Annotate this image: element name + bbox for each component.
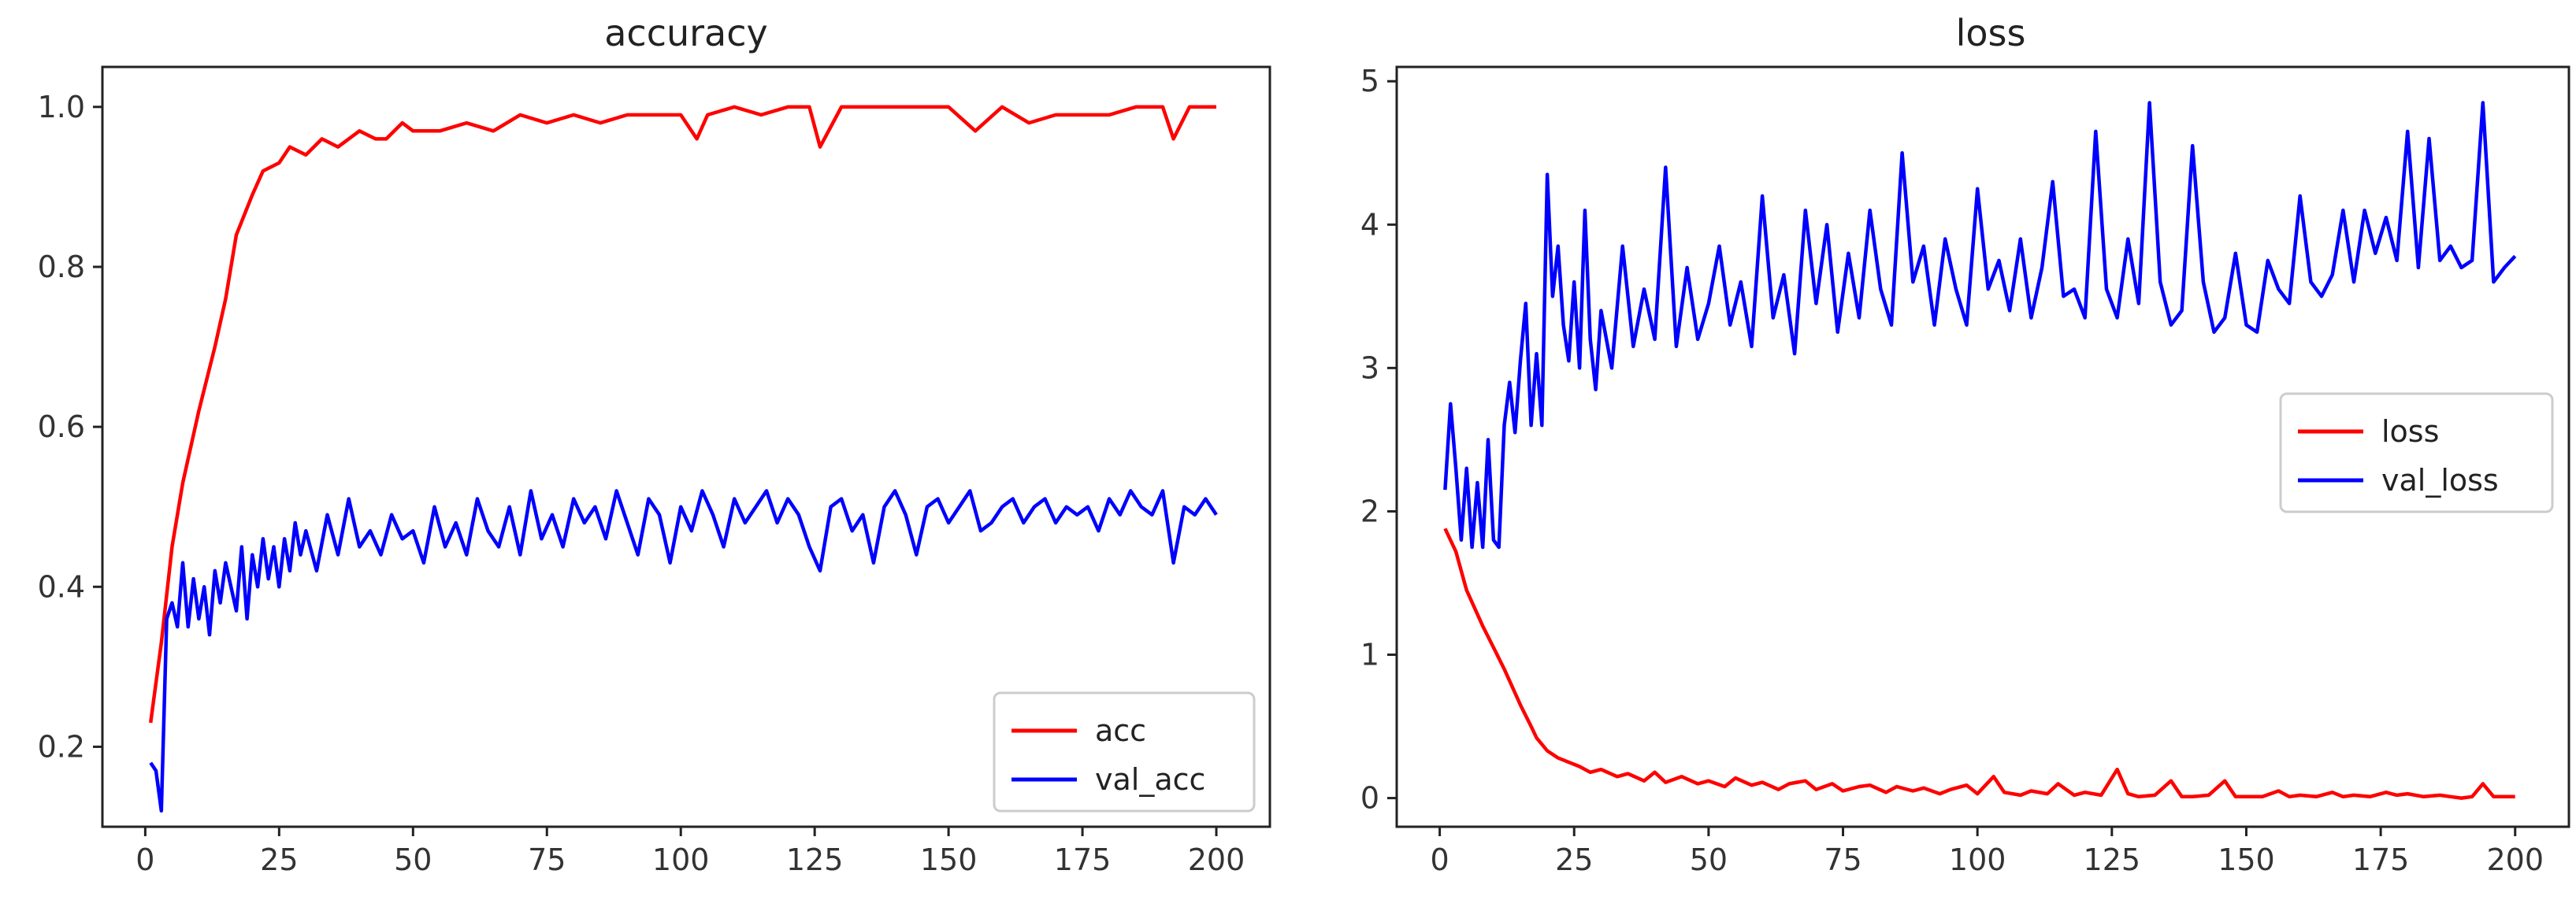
x-tick-label: 0	[1431, 842, 1449, 877]
y-tick-label: 4	[1360, 207, 1379, 242]
y-tick-label: 3	[1360, 350, 1379, 385]
x-tick-label: 75	[1824, 842, 1861, 877]
series-line-loss	[1443, 528, 2515, 800]
y-tick-label: 0	[1360, 781, 1379, 816]
series-group	[1443, 101, 2517, 800]
x-tick-label: 200	[2486, 842, 2544, 877]
x-tick-label: 100	[1949, 842, 2006, 877]
x-tick-label: 25	[260, 842, 298, 877]
y-axis-ticks: 0 1 2 3 4 5	[1360, 64, 1397, 816]
x-tick-label: 0	[135, 842, 154, 877]
x-tick-label: 175	[2352, 842, 2410, 877]
x-tick-label: 100	[652, 842, 710, 877]
accuracy-chart: accuracy 0 25 50 75 100 125 150 175 200 0.20.40.…	[38, 12, 1271, 877]
x-tick-label: 150	[920, 842, 978, 877]
x-tick-label: 50	[394, 842, 432, 877]
legend: acc val_acc	[993, 691, 1256, 813]
y-tick-label: 2	[1360, 494, 1379, 528]
series-line-val-acc	[149, 489, 1218, 813]
series-line-val-loss	[1443, 101, 2517, 550]
legend-label: val_acc	[1095, 762, 1205, 797]
legend-label: val_loss	[2381, 463, 2499, 498]
x-tick-label: 75	[528, 842, 566, 877]
x-tick-label: 125	[786, 842, 844, 877]
x-tick-label: 150	[2218, 842, 2275, 877]
y-tick-label: 1	[1360, 638, 1379, 672]
chart-title: loss	[1956, 12, 2026, 54]
y-axis-ticks: 0.2 0.4 0.6 0.8 1.0	[38, 90, 102, 764]
y-tick-label: 5	[1360, 64, 1379, 98]
series-group	[148, 105, 1218, 813]
y-tick-label: 0.6	[38, 409, 85, 444]
y-tick-label: 0.2	[38, 729, 85, 764]
chart-title: accuracy	[604, 12, 768, 54]
y-tick-label: 0.4	[38, 569, 85, 604]
x-axis-ticks: 0 25 50 75 100 125 150 175 200	[135, 827, 1245, 877]
x-tick-label: 50	[1690, 842, 1728, 877]
legend: loss val_loss	[2279, 392, 2554, 513]
series-line-acc	[148, 105, 1216, 724]
x-axis-ticks: 0 25 50 75 100 125 150 175 200	[1431, 827, 2544, 877]
y-tick-label: 1.0	[38, 90, 85, 124]
x-tick-label: 175	[1054, 842, 1112, 877]
y-tick-label: 0.8	[38, 250, 85, 284]
loss-chart: loss 0 25 50 75 100 125 150 175 200 0 1 2 3 4 5 loss v…	[1360, 12, 2570, 877]
x-tick-label: 25	[1555, 842, 1593, 877]
legend-label: acc	[1095, 713, 1146, 748]
x-tick-label: 200	[1188, 842, 1245, 877]
legend-label: loss	[2381, 414, 2439, 449]
x-tick-label: 125	[2084, 842, 2141, 877]
